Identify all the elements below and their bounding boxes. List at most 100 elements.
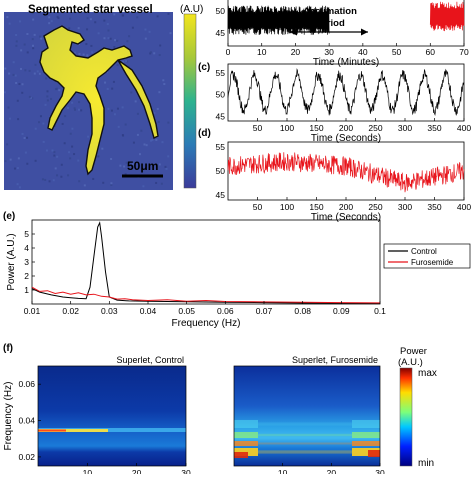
panel-b-xticks: 0 10 20 30 40 50 60 70 [226,43,469,57]
panel-a-colorbar-label: (A.U) [180,4,203,15]
texture-dot [19,20,22,23]
panel-d-xtick: 350 [427,202,441,212]
scale-bar-label: 50μm [127,159,158,173]
texture-dot [39,35,42,38]
furosemide-band-left [234,420,258,428]
texture-dot [110,109,113,112]
panel-c-xtick: 100 [280,123,294,133]
texture-dot [32,18,35,21]
texture-dot [26,162,29,165]
texture-dot [8,22,11,25]
texture-dot [131,26,134,29]
texture-dot [52,179,55,182]
texture-dot [161,141,164,144]
panel-a-title: Segmented star vessel [28,4,153,16]
texture-dot [144,37,147,40]
panel-d-ytick: 55 [216,142,226,152]
texture-dot [63,142,66,145]
panel-b-xtick: 70 [459,47,469,57]
texture-dot [31,12,34,15]
texture-dot [150,139,153,142]
texture-dot [104,81,107,84]
texture-dot [15,81,18,84]
texture-dot [156,15,159,18]
texture-dot [15,40,18,43]
texture-dot [149,51,152,54]
panel-e-ytick: 5 [24,229,29,239]
texture-dot [121,106,124,109]
legend-control-label: Control [411,247,437,256]
panel-c-xticks: 50 100 150 200 250 300 350 400 [253,118,471,133]
panel-c-ytick: 50 [216,90,226,100]
panel-b-xlabel: Time (Minutes) [313,57,379,68]
texture-dot [165,167,168,170]
texture-dot [87,135,90,138]
texture-dot [48,22,51,25]
power-colorbar [399,367,413,467]
panel-e-xtick: 0.05 [178,306,195,316]
panel-f-xtick: 10 [83,468,93,474]
texture-dot [21,83,24,86]
power-colorbar-unit: (A.U.) [398,357,423,368]
texture-dot [74,108,77,111]
texture-dot [156,107,159,110]
texture-dot [134,100,137,103]
furosemide-band-left [234,432,258,438]
texture-dot [44,103,47,106]
panel-b-xtick: 0 [226,47,231,57]
texture-dot [121,134,124,137]
texture-dot [4,160,7,163]
texture-dot [45,149,48,152]
texture-dot [38,72,41,75]
power-colorbar-title: Power [400,346,427,357]
texture-dot [113,13,116,16]
texture-dot [117,125,120,128]
texture-dot [46,99,49,102]
furosemide-band-center [258,433,352,437]
panel-b-xtick: 40 [358,47,368,57]
texture-dot [78,52,81,55]
texture-dot [33,33,36,36]
texture-dot [13,167,16,170]
texture-dot [78,101,81,104]
texture-dot [56,155,59,158]
texture-dot [28,69,31,72]
texture-dot [107,29,110,32]
texture-dot [106,23,109,26]
panel-e-xtick: 0.09 [333,306,350,316]
texture-dot [41,178,44,181]
texture-dot [138,153,141,156]
panel-f-ytick: 0.04 [18,416,35,426]
texture-dot [23,137,26,140]
texture-dot [164,165,167,168]
panel-f-xtick: 20 [327,468,337,474]
furosemide-band-right [352,432,380,438]
texture-dot [157,120,160,123]
acclimation-arrow-right-head [361,28,368,36]
texture-dot [66,107,69,110]
panel-e-ytick: 4 [24,243,29,253]
texture-dot [123,165,126,168]
panel-d-label: (d) [198,128,211,139]
texture-dot [42,122,45,125]
texture-dot [155,181,158,184]
texture-dot [83,184,86,187]
texture-dot [110,182,113,185]
panel-d-xtick: 200 [339,202,353,212]
panel-e-ytick: 3 [24,257,29,267]
texture-dot [46,90,49,93]
texture-dot [8,117,11,120]
texture-dot [101,147,104,150]
acclimation-period-label: Period [315,18,345,29]
texture-dot [110,183,113,186]
texture-dot [24,151,27,154]
texture-dot [126,60,129,63]
texture-dot [17,118,20,121]
texture-dot [145,144,148,147]
texture-dot [16,183,19,186]
texture-dot [77,27,80,30]
texture-dot [86,54,89,57]
superlet-furosemide-title: Superlet, Furosemide [292,355,378,365]
texture-dot [130,91,133,94]
texture-dot [57,17,60,20]
